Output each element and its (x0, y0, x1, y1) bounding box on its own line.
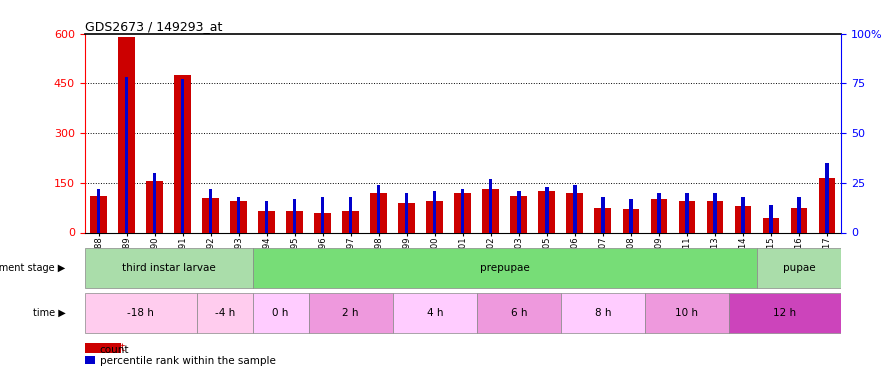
Bar (797, 197, 801, 232)
Bar (405, 193, 409, 232)
Bar (713, 193, 716, 232)
Bar (125, 78, 128, 232)
Bar (197, 293, 253, 333)
Text: 4 h: 4 h (426, 308, 443, 318)
Bar (85, 293, 197, 333)
Text: count: count (100, 345, 129, 355)
Text: prepupae: prepupae (480, 263, 530, 273)
Text: -18 h: -18 h (127, 308, 154, 318)
Text: 0 h: 0 h (272, 308, 289, 318)
Bar (546, 187, 548, 232)
Bar (573, 185, 577, 232)
Bar (511, 196, 527, 232)
Bar (657, 193, 660, 232)
Bar (622, 209, 639, 232)
Bar (741, 197, 745, 232)
Bar (309, 293, 392, 333)
Bar (321, 197, 324, 232)
Bar (97, 189, 101, 232)
Bar (237, 197, 240, 232)
Bar (399, 202, 415, 232)
Bar (645, 293, 729, 333)
Bar (757, 248, 841, 288)
Bar (825, 163, 829, 232)
Bar (769, 205, 773, 232)
Text: count: count (89, 343, 125, 353)
Text: 2 h: 2 h (343, 308, 359, 318)
Bar (685, 193, 689, 232)
Bar (490, 179, 492, 232)
Bar (209, 189, 213, 232)
Text: percentile rank within the sample: percentile rank within the sample (100, 356, 276, 366)
Bar (146, 181, 163, 232)
Bar (231, 201, 247, 232)
Bar (433, 191, 436, 232)
Bar (377, 185, 380, 232)
Bar (790, 208, 807, 232)
Bar (349, 197, 352, 232)
Text: GDS2673 / 149293_at: GDS2673 / 149293_at (85, 20, 222, 33)
Bar (426, 201, 443, 232)
Bar (118, 37, 135, 232)
Bar (258, 211, 275, 232)
Bar (174, 75, 191, 232)
Text: time ▶: time ▶ (33, 308, 66, 318)
Bar (819, 178, 836, 232)
Text: count: count (85, 343, 120, 353)
Bar (566, 193, 583, 232)
Text: 6 h: 6 h (511, 308, 527, 318)
Bar (561, 293, 645, 333)
Bar (85, 34, 841, 232)
Bar (707, 201, 724, 232)
Text: third instar larvae: third instar larvae (122, 263, 215, 273)
Bar (602, 197, 604, 232)
Text: -4 h: -4 h (214, 308, 235, 318)
Bar (90, 196, 107, 232)
Bar (314, 213, 331, 232)
Text: 10 h: 10 h (676, 308, 699, 318)
Bar (734, 206, 751, 232)
Bar (293, 199, 296, 232)
Bar (763, 217, 780, 232)
Bar (678, 201, 695, 232)
Bar (482, 189, 499, 232)
Bar (253, 248, 757, 288)
Bar (477, 293, 561, 333)
Text: development stage ▶: development stage ▶ (0, 263, 66, 273)
Bar (265, 201, 269, 232)
Bar (85, 248, 253, 288)
Bar (343, 211, 360, 232)
Bar (729, 293, 841, 333)
Bar (651, 200, 668, 232)
Bar (455, 193, 471, 232)
Bar (517, 191, 521, 232)
Bar (595, 208, 611, 232)
Text: 12 h: 12 h (773, 308, 797, 318)
Text: 8 h: 8 h (595, 308, 611, 318)
Bar (392, 293, 477, 333)
Bar (370, 193, 387, 232)
Bar (287, 211, 303, 232)
Bar (202, 198, 219, 232)
Bar (253, 293, 309, 333)
Text: pupae: pupae (782, 263, 815, 273)
Bar (629, 199, 633, 232)
Bar (153, 173, 157, 232)
Bar (538, 191, 555, 232)
Bar (181, 80, 184, 232)
Bar (461, 189, 465, 232)
